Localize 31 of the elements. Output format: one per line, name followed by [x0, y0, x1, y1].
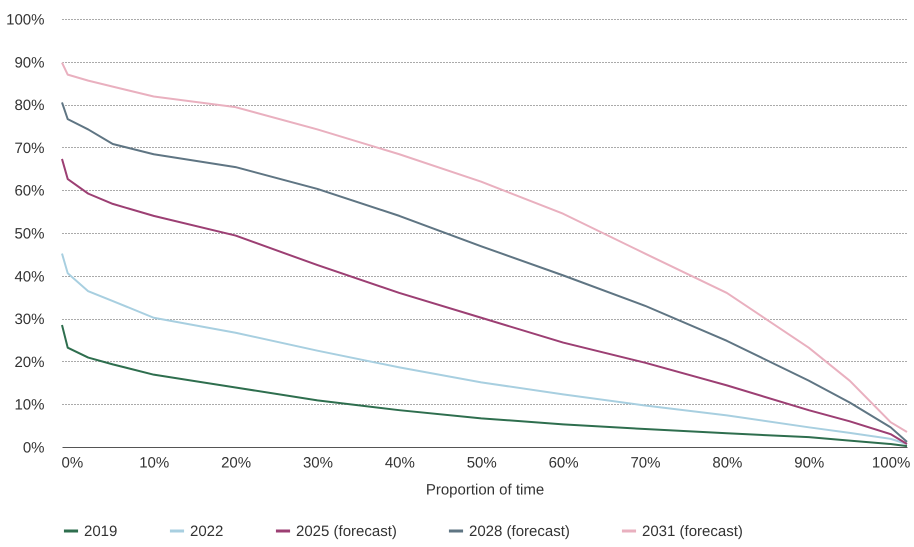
x-tick-label: 100% — [872, 454, 910, 472]
x-tick-label: 80% — [712, 454, 742, 472]
legend-label: 2022 — [190, 523, 224, 540]
x-tick-label: 30% — [302, 454, 333, 472]
x-tick-label: 40% — [384, 454, 415, 472]
x-tick-label: 0% — [61, 454, 84, 472]
x-tick-label: 50% — [466, 454, 497, 472]
x-tick-label: 70% — [630, 454, 660, 472]
x-tick-label: 10% — [139, 454, 170, 472]
legend-label: 2031 (forecast) — [642, 523, 743, 540]
y-tick-label: 80% — [14, 97, 44, 114]
y-tick-label: 20% — [14, 354, 44, 371]
legend-label: 2019 — [84, 523, 118, 540]
legend-label: 2025 (forecast) — [296, 523, 397, 540]
line-series — [61, 158, 908, 446]
x-tick-label: 90% — [794, 454, 824, 472]
y-tick-label: 90% — [14, 54, 44, 72]
y-tick-label: 40% — [14, 268, 44, 286]
line-series — [61, 252, 908, 446]
x-tick-label: 20% — [221, 454, 252, 472]
line-series — [61, 324, 908, 448]
x-axis-title: Proportion of time — [426, 482, 544, 498]
y-tick-label: 0% — [22, 440, 44, 456]
y-tick-label: 100% — [6, 12, 44, 28]
legend-label: 2028 (forecast) — [469, 523, 570, 540]
y-tick-label: 70% — [14, 140, 44, 157]
y-tick-label: 30% — [14, 311, 44, 328]
y-tick-label: 50% — [14, 226, 44, 242]
y-tick-label: 10% — [14, 396, 44, 414]
y-tick-label: 60% — [14, 182, 44, 200]
x-tick-label: 60% — [548, 454, 579, 472]
